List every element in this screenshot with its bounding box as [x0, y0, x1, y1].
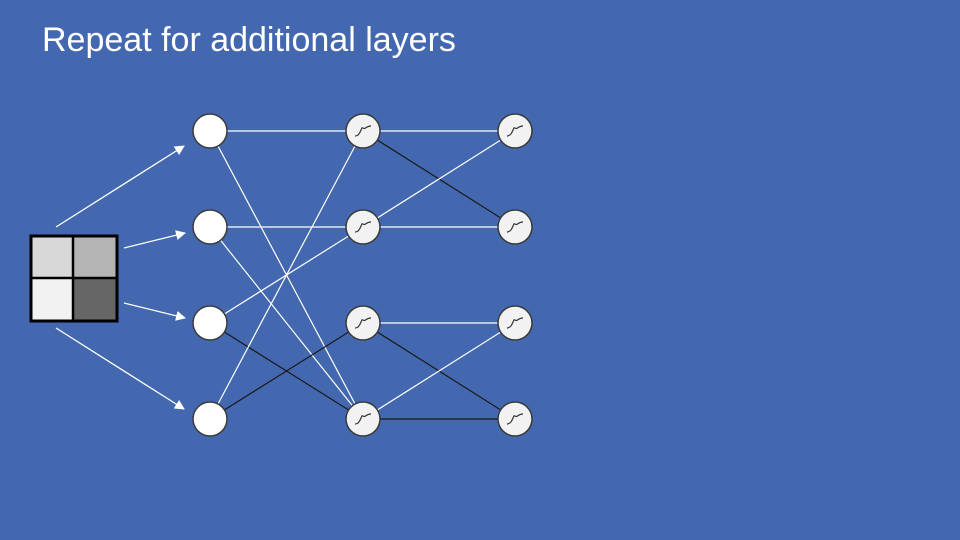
hidden-layer-1-node-3: [345, 305, 381, 341]
network-nodes: [192, 113, 533, 437]
sigmoid-icon: [506, 413, 524, 425]
node-circle: [497, 113, 533, 149]
pixel-1-1: [73, 278, 117, 321]
sigmoid-icon: [506, 125, 524, 137]
sigmoid-icon: [354, 221, 372, 233]
node-circle: [345, 209, 381, 245]
slide-title: Repeat for additional layers: [42, 21, 456, 59]
input-arrow-2: [123, 230, 186, 249]
node-circle: [192, 209, 228, 245]
hidden-layer-2-node-2: [497, 209, 533, 245]
connection-edges: [209, 130, 516, 420]
node-circle: [345, 401, 381, 437]
hidden-layer-2-node-3: [497, 305, 533, 341]
hidden-layer-1-node-2: [345, 209, 381, 245]
sigmoid-icon: [354, 413, 372, 425]
node-circle: [497, 209, 533, 245]
input-nodes-node-1: [192, 113, 228, 149]
hidden-layer-1-node-1: [345, 113, 381, 149]
sigmoid-icon: [506, 221, 524, 233]
input-arrows: [55, 145, 186, 410]
pixel-0-0: [31, 236, 73, 278]
sigmoid-icon: [506, 317, 524, 329]
hidden-layer-2-node-4: [497, 401, 533, 437]
node-circle: [192, 401, 228, 437]
node-circle: [345, 113, 381, 149]
pixel-1-0: [31, 278, 73, 321]
input-arrow-4: [55, 327, 185, 410]
edge-l2-l3-3-2: [362, 322, 516, 420]
sigmoid-icon: [354, 317, 372, 329]
node-circle: [192, 305, 228, 341]
edge-l2-l3-1-0: [362, 130, 516, 228]
input-nodes-node-3: [192, 305, 228, 341]
edge-l1-l2-3-2: [209, 322, 364, 420]
sigmoid-icon: [354, 125, 372, 137]
hidden-layer-1-node-4: [345, 401, 381, 437]
input-arrow-1: [55, 145, 185, 228]
edge-l1-l2-1-3: [209, 226, 364, 420]
node-circle: [192, 113, 228, 149]
hidden-layer-2-node-1: [497, 113, 533, 149]
node-circle: [497, 305, 533, 341]
input-nodes-node-2: [192, 209, 228, 245]
edge-l1-l2-3-0: [209, 130, 364, 420]
pixel-0-1: [73, 236, 117, 278]
node-circle: [497, 401, 533, 437]
input-nodes-node-4: [192, 401, 228, 437]
input-image-grid: [29, 234, 119, 323]
input-arrow-3: [123, 302, 186, 321]
node-circle: [345, 305, 381, 341]
